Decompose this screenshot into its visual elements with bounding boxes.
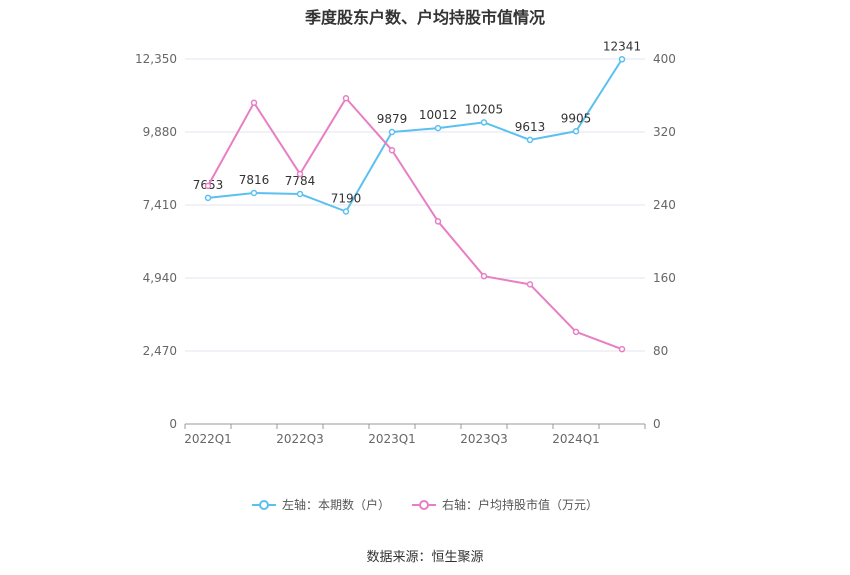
- data-point: [296, 190, 304, 198]
- data-label: 12341: [603, 39, 641, 53]
- right-axis-tick-label: 240: [653, 198, 676, 212]
- data-point: [480, 119, 488, 126]
- data-point: [618, 56, 626, 63]
- data-point: [388, 128, 396, 136]
- series-line: [207, 97, 623, 351]
- data-label: 10205: [465, 102, 503, 116]
- legend-line-marker-icon: [412, 499, 436, 510]
- left-axis-tick-label: 12,350: [135, 52, 177, 66]
- data-label: 9879: [377, 112, 408, 126]
- data-point: [526, 136, 534, 144]
- right-axis-tick-label: 160: [653, 271, 676, 285]
- data-label: 7190: [331, 192, 362, 206]
- data-label: 7816: [239, 173, 270, 187]
- data-point: [434, 124, 442, 132]
- data-point: [204, 194, 212, 202]
- data-point: [388, 147, 396, 154]
- right-axis-tick-label: 80: [653, 344, 668, 358]
- data-label: 9613: [515, 120, 546, 134]
- data-point: [342, 208, 350, 215]
- data-label: 10012: [419, 108, 457, 122]
- data-point: [480, 272, 488, 280]
- data-label: 7784: [285, 174, 316, 188]
- x-axis-tick-label: 2023Q1: [368, 432, 416, 446]
- data-point: [250, 189, 258, 197]
- data-point: [572, 128, 580, 135]
- data-source: 数据来源：恒生聚源: [366, 550, 484, 565]
- data-label: 9905: [561, 111, 592, 125]
- data-point: [342, 94, 350, 102]
- left-axis-tick-label: 2,470: [143, 344, 177, 358]
- x-axis-tick-label: 2023Q3: [460, 432, 508, 446]
- legend-label: 右轴：户均持股市值（万元）: [442, 498, 599, 512]
- right-axis-tick-label: 0: [653, 417, 661, 431]
- left-axis-tick-label: 0: [169, 417, 177, 431]
- right-axis-tick-label: 320: [653, 125, 676, 139]
- chart-legend: 左轴：本期数（户） 右轴：户均持股市值（万元）: [0, 496, 850, 513]
- x-axis-tick-label: 2022Q1: [184, 432, 232, 446]
- data-point: [204, 182, 212, 190]
- data-point: [434, 218, 442, 225]
- data-point: [250, 99, 258, 107]
- chart-title: 季度股东户数、户均持股市值情况: [304, 8, 545, 27]
- left-axis-tick-label: 9,880: [143, 125, 177, 139]
- left-axis-tick-label: 7,410: [143, 198, 177, 212]
- data-point: [526, 281, 534, 288]
- right-axis-tick-label: 400: [653, 52, 676, 66]
- data-point: [618, 345, 626, 353]
- x-axis-tick-label: 2022Q3: [276, 432, 324, 446]
- data-point: [296, 170, 304, 178]
- legend-item-households[interactable]: 左轴：本期数（户）: [251, 496, 390, 513]
- legend-line-marker-icon: [251, 499, 276, 510]
- series-line: [207, 58, 623, 213]
- left-axis-tick-label: 4,940: [143, 271, 177, 285]
- data-point: [572, 328, 580, 336]
- x-axis-tick-label: 2024Q1: [552, 432, 600, 446]
- legend-label: 左轴：本期数（户）: [281, 498, 390, 512]
- legend-item-avg-value[interactable]: 右轴：户均持股市值（万元）: [412, 496, 598, 513]
